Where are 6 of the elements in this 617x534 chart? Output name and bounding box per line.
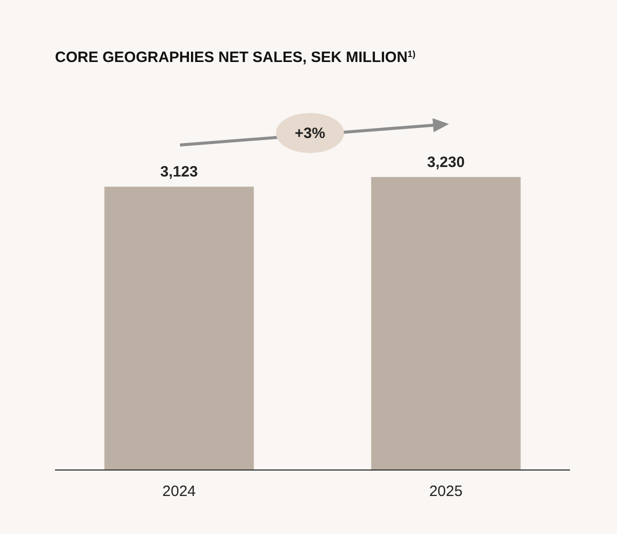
text: +3% — [294, 125, 326, 142]
x-tick-label: 2025 — [429, 483, 463, 500]
data-label: 3,123 — [160, 164, 198, 181]
x-tick-label: 2024 — [162, 483, 196, 500]
data-label: 3,230 — [427, 154, 465, 171]
chart-title: CORE GEOGRAPHIES NET SALES, SEK MILLION$^{1)}$ — [55, 49, 416, 66]
